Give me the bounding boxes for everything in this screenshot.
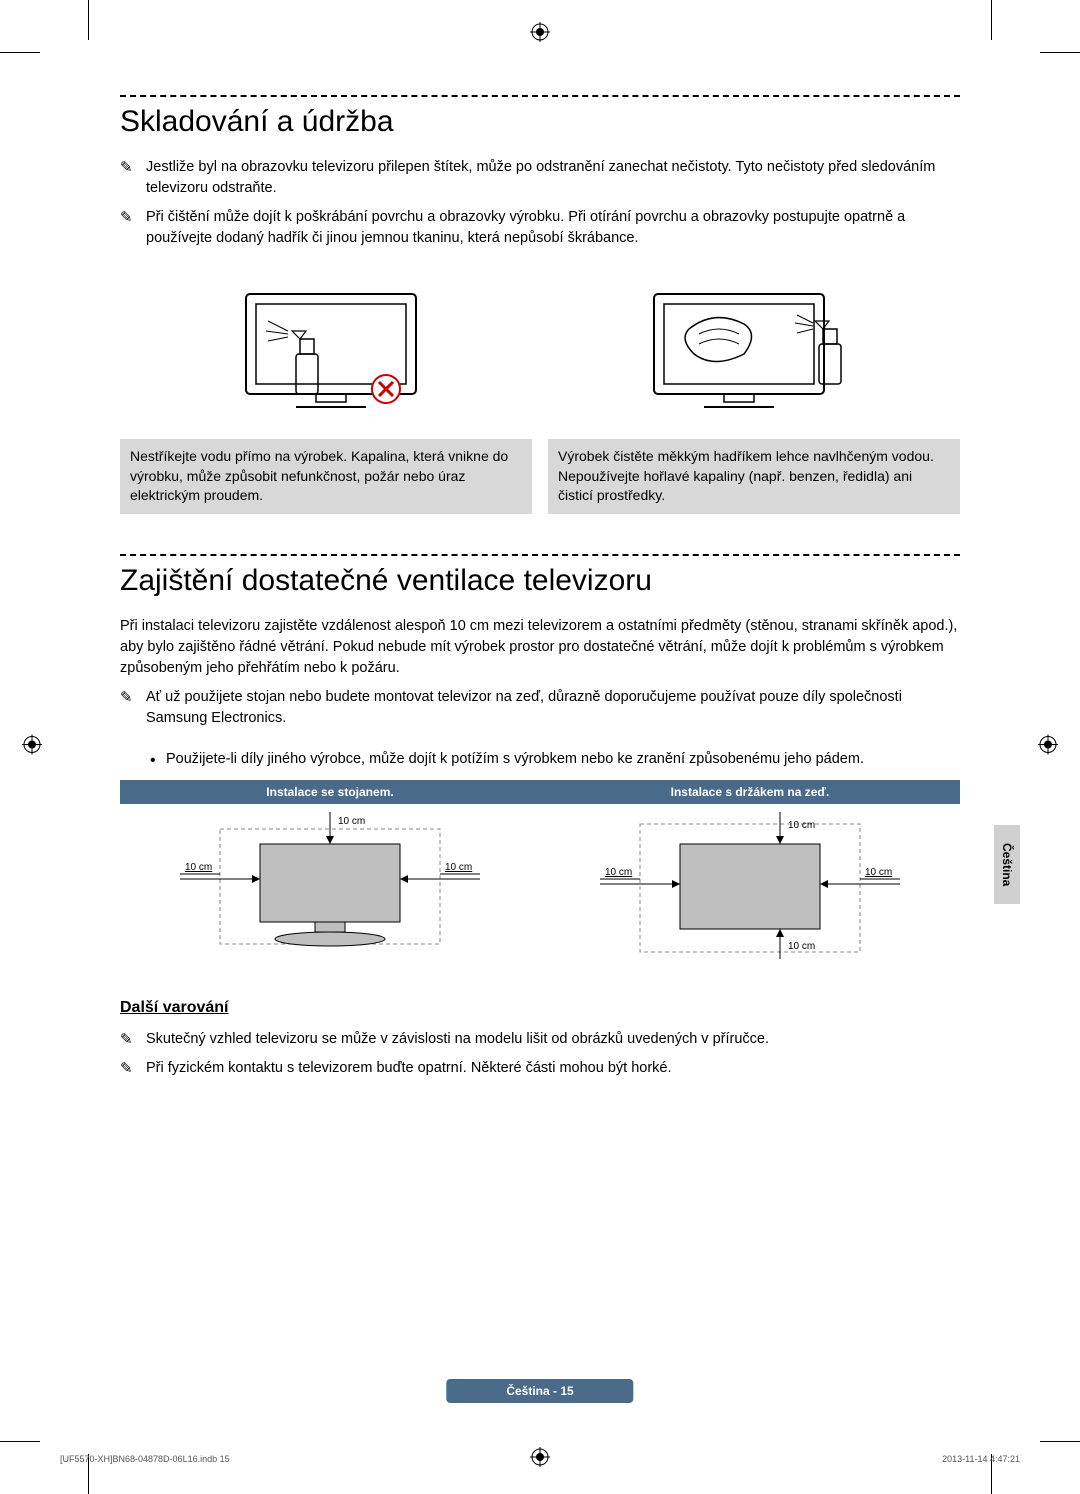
section-rule xyxy=(120,554,960,556)
dim-label: 10 cm xyxy=(445,862,472,873)
note-item: Skutečný vzhled televizoru se může v záv… xyxy=(120,1029,960,1050)
language-tab: Čeština xyxy=(994,825,1020,904)
section2-intro: Při instalaci televizoru zajistěte vzdál… xyxy=(120,616,960,679)
crop-line xyxy=(0,52,40,53)
figure-left: Nestříkejte vodu přímo na výrobek. Kapal… xyxy=(120,269,532,514)
section1-title: Skladování a údržba xyxy=(120,105,960,139)
wall-diagram: 10 cm 10 cm 10 cm 10 cm xyxy=(540,804,960,964)
note-item: Ať už použijete stojan nebo budete monto… xyxy=(120,687,960,729)
note-item: Při čištění může dojít k poškrábání povr… xyxy=(120,207,960,249)
dim-label: 10 cm xyxy=(788,941,815,952)
spray-on-tv-illustration xyxy=(120,269,532,429)
install-stand-column: Instalace se stojanem. 10 cm 10 cm xyxy=(120,780,540,969)
note-item: Jestliže byl na obrazovku televizoru při… xyxy=(120,157,960,199)
install-header-stand: Instalace se stojanem. xyxy=(120,780,540,804)
registration-mark-right xyxy=(1038,735,1058,760)
section2-notes: Ať už použijete stojan nebo budete monto… xyxy=(120,687,960,729)
dim-label: 10 cm xyxy=(605,867,632,878)
figure-right: Výrobek čistěte měkkým hadříkem lehce na… xyxy=(548,269,960,514)
dim-label: 10 cm xyxy=(338,816,365,827)
note-item: Při fyzickém kontaktu s televizorem buďt… xyxy=(120,1058,960,1079)
cloth-and-spray-illustration xyxy=(548,269,960,429)
section2-title: Zajištění dostatečné ventilace televizor… xyxy=(120,564,960,598)
footer-meta: [UF5570-XH]BN68-04878D-06L16.indb 15 201… xyxy=(60,1454,1020,1464)
crop-line xyxy=(0,1441,40,1442)
install-wall-column: Instalace s držákem na zeď. 10 cm 10 cm xyxy=(540,780,960,969)
installation-diagrams: Instalace se stojanem. 10 cm 10 cm xyxy=(120,780,960,969)
crop-line xyxy=(1040,1441,1080,1442)
section3-title: Další varování xyxy=(120,999,960,1017)
dim-label: 10 cm xyxy=(865,867,892,878)
crop-line xyxy=(88,0,89,40)
section1-notes: Jestliže byl na obrazovku televizoru při… xyxy=(120,157,960,249)
footer-timestamp: 2013-11-14 4:47:21 xyxy=(942,1454,1020,1464)
cleaning-figures-row: Nestříkejte vodu přímo na výrobek. Kapal… xyxy=(120,269,960,514)
section2-sub-bullet: Použijete-li díly jiného výrobce, může d… xyxy=(120,749,960,770)
crop-line xyxy=(1040,52,1080,53)
footer-page-number: Čeština - 15 xyxy=(446,1379,633,1403)
page-content: Skladování a údržba Jestliže byl na obra… xyxy=(120,95,960,1399)
dim-label: 10 cm xyxy=(185,862,212,873)
registration-mark-top xyxy=(530,22,550,47)
install-header-wall: Instalace s držákem na zeď. xyxy=(540,780,960,804)
section-rule xyxy=(120,95,960,97)
section3-notes: Skutečný vzhled televizoru se může v záv… xyxy=(120,1029,960,1079)
stand-diagram: 10 cm 10 cm 10 cm xyxy=(120,804,540,964)
caption-left: Nestříkejte vodu přímo na výrobek. Kapal… xyxy=(120,439,532,514)
dim-label: 10 cm xyxy=(788,820,815,831)
caption-right: Výrobek čistěte měkkým hadříkem lehce na… xyxy=(548,439,960,514)
crop-line xyxy=(991,0,992,40)
footer-file-path: [UF5570-XH]BN68-04878D-06L16.indb 15 xyxy=(60,1454,230,1464)
registration-mark-left xyxy=(22,735,42,760)
